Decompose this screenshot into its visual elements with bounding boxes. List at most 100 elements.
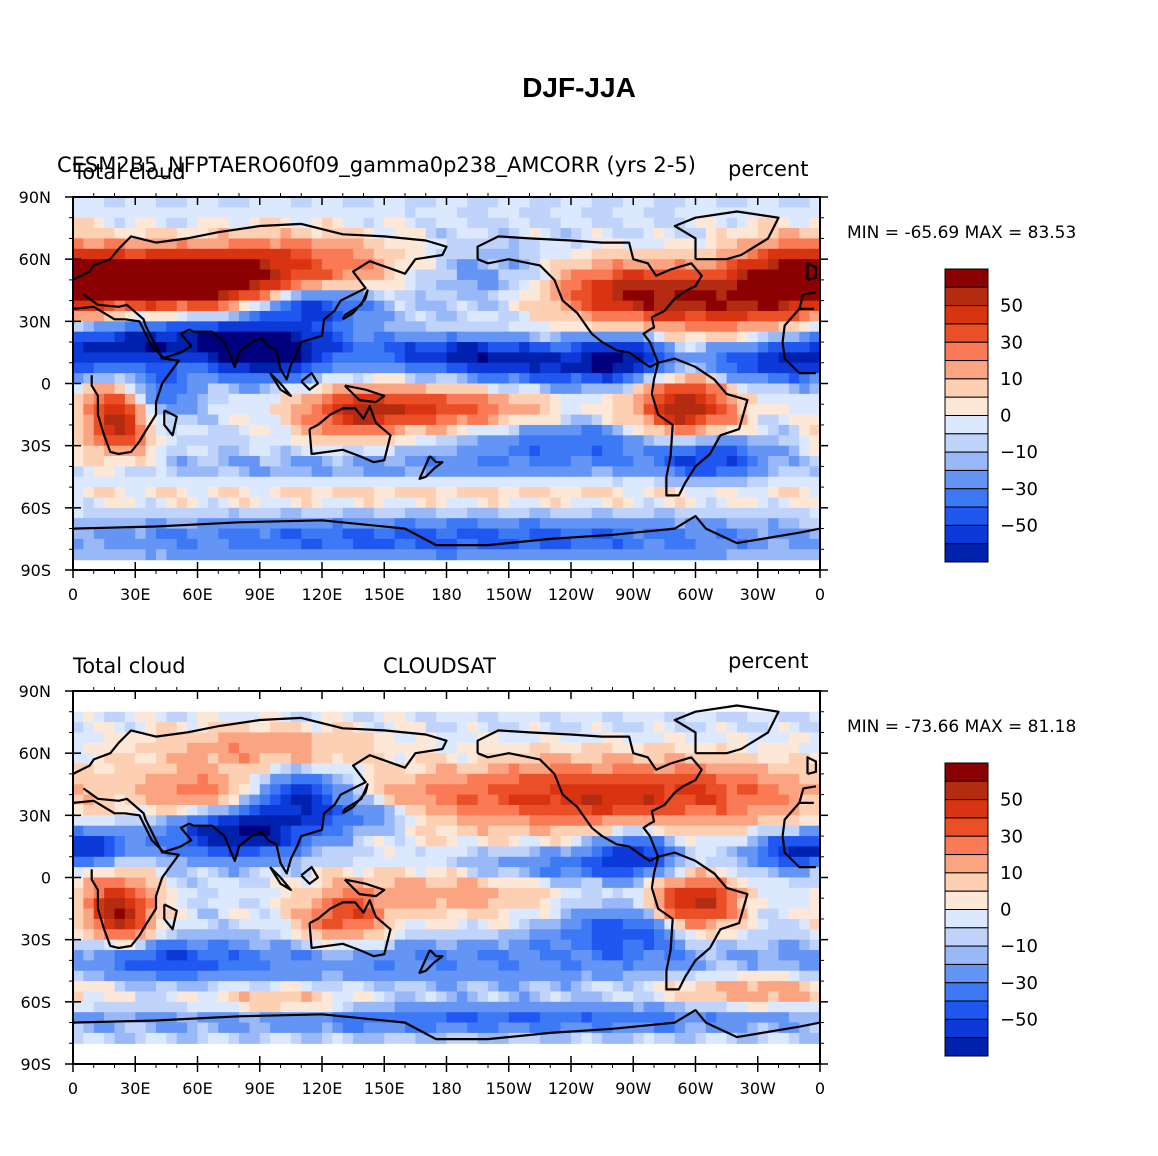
field-cell <box>197 867 209 879</box>
field-cell <box>322 867 333 879</box>
field-cell <box>145 970 157 982</box>
field-cell <box>73 217 84 229</box>
field-cell <box>519 794 531 806</box>
field-cell <box>394 825 406 837</box>
field-cell <box>705 908 717 920</box>
field-cell <box>539 742 551 754</box>
field-cell <box>778 784 790 796</box>
field-cell <box>757 929 769 941</box>
field-cell <box>332 929 344 941</box>
field-cell <box>581 939 593 951</box>
field-cell <box>342 856 354 868</box>
field-cell <box>363 939 375 951</box>
field-cell <box>415 815 427 827</box>
field-cell <box>311 742 323 754</box>
field-cell <box>332 1001 344 1013</box>
field-cell <box>591 217 603 229</box>
field-cell <box>757 773 769 785</box>
field-cell <box>467 722 479 734</box>
field-cell <box>768 228 780 240</box>
field-cell <box>270 1012 282 1024</box>
field-cell <box>405 887 416 899</box>
field-cell <box>301 804 313 816</box>
field-cell <box>456 856 468 868</box>
field-cell <box>114 970 126 982</box>
field-cell <box>778 763 790 775</box>
field-cell <box>301 981 313 993</box>
field-cell <box>560 939 572 951</box>
field-cell <box>799 217 811 229</box>
field-cell <box>654 197 665 208</box>
field-cell <box>778 908 790 920</box>
field-cell <box>456 960 468 972</box>
field-cell <box>83 960 95 972</box>
field-cell <box>788 207 800 219</box>
field-cell <box>166 825 178 837</box>
field-cell <box>726 846 738 858</box>
field-cell <box>124 918 136 930</box>
field-cell <box>373 238 385 250</box>
field-cell <box>788 950 800 961</box>
field-cell <box>467 773 479 785</box>
field-cell <box>705 877 717 889</box>
field-cell <box>166 815 178 827</box>
field-cell <box>353 1022 365 1034</box>
field-cell <box>705 207 717 219</box>
field-cell <box>757 981 769 993</box>
field-cell <box>104 960 116 972</box>
field-cell <box>788 929 800 941</box>
field-cell <box>643 773 655 785</box>
field-cell <box>332 1032 344 1044</box>
field-cell <box>591 207 603 219</box>
field-cell <box>716 722 728 734</box>
field-cell <box>695 732 707 744</box>
field-cell <box>259 960 271 972</box>
field-cell <box>529 1001 541 1013</box>
field-cell <box>768 929 780 941</box>
field-cell <box>581 197 593 208</box>
field-cell <box>446 825 458 837</box>
field-cell <box>664 898 676 910</box>
field-cell <box>664 877 676 889</box>
field-cell <box>332 846 344 858</box>
field-cell <box>519 908 531 920</box>
field-cell <box>156 950 167 961</box>
field-cell <box>73 815 84 827</box>
field-cell <box>695 217 707 229</box>
field-cell <box>384 711 396 723</box>
field-cell <box>384 794 396 806</box>
field-cell <box>290 207 302 219</box>
field-cell <box>788 742 800 754</box>
field-cell <box>135 887 147 899</box>
field-cell <box>550 815 562 827</box>
field-cell <box>446 970 458 982</box>
field-cell <box>446 228 458 240</box>
field-cell <box>768 197 780 208</box>
field-cell <box>290 804 302 816</box>
field-cell <box>218 970 230 982</box>
field-cell <box>436 207 448 219</box>
field-cell <box>187 950 199 961</box>
field-cell <box>602 970 614 982</box>
field-cell <box>685 784 697 796</box>
field-cell <box>322 228 333 240</box>
field-cell <box>373 1032 385 1044</box>
field-cell <box>239 1012 250 1024</box>
field-cell <box>280 981 292 993</box>
field-cell <box>425 228 437 240</box>
field-cell <box>809 207 821 219</box>
field-cell <box>394 918 406 930</box>
field-cell <box>456 763 468 775</box>
field-cell <box>591 867 603 879</box>
field-cell <box>373 804 385 816</box>
field-cell <box>664 228 676 240</box>
field-cell <box>322 887 333 899</box>
field-cell <box>809 970 821 982</box>
field-cell <box>664 991 676 1003</box>
field-cell <box>654 939 665 951</box>
field-cell <box>207 939 219 951</box>
field-cell <box>477 1022 489 1034</box>
field-cell <box>622 753 634 765</box>
field-cell <box>456 804 468 816</box>
field-cell <box>539 217 551 229</box>
